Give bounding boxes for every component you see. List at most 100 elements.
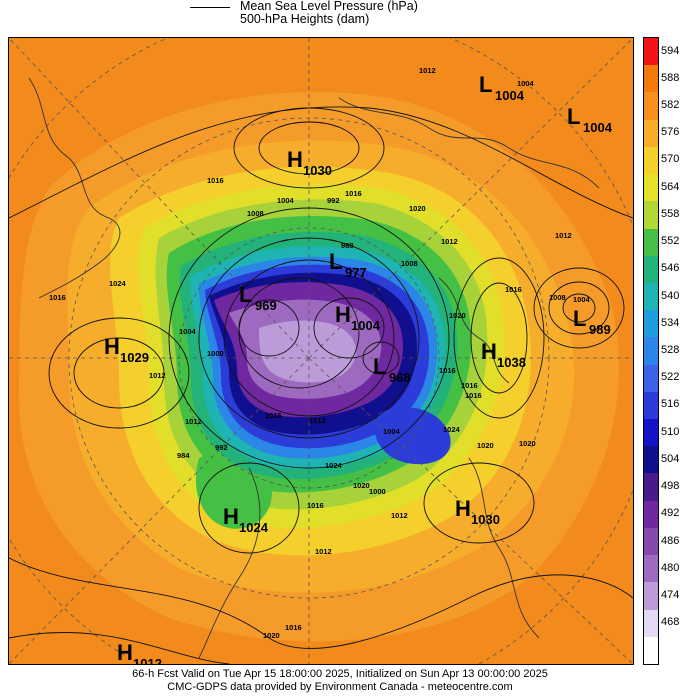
- isobar-label: 1020: [449, 311, 466, 320]
- low-pressure-center: L 977: [329, 249, 367, 280]
- low-pressure-center: L 1004: [479, 72, 525, 103]
- isobar-polar-g: [362, 341, 400, 375]
- high-pressure-center: H 1024: [223, 504, 269, 535]
- isobar-polar-e: [238, 299, 300, 357]
- colorbar-cell: [644, 38, 658, 66]
- colorbar-cell: [644, 527, 658, 556]
- isobar-h1024-a: [198, 462, 300, 554]
- isobar-label: 1012: [185, 417, 202, 426]
- isobar-l989-b: [548, 281, 610, 335]
- isobar-outer-a: [9, 106, 633, 219]
- colorbar-label: 558: [661, 207, 680, 220]
- colorbar-label: 468: [661, 616, 680, 629]
- pressure-center-value: 989: [589, 322, 611, 337]
- colorbar-label: 540: [661, 289, 680, 302]
- forecast-map: 1012 1004 1012 1016 1024 1016 1008 1004 992 1016 1…: [8, 37, 634, 665]
- colorbar-cell: [644, 609, 658, 638]
- colorbar-label: 522: [661, 371, 680, 384]
- colorbar-label: 474: [661, 588, 680, 601]
- isobar-h1038-b: [470, 282, 528, 394]
- low-pressure-center: L 968: [373, 354, 411, 385]
- isobar-label: 1012: [555, 231, 572, 240]
- pressure-center-letter: H: [223, 504, 239, 529]
- footer: 66-h Fcst Valid on Tue Apr 15 18:00:00 2…: [0, 668, 680, 694]
- colorbar-label: 516: [661, 398, 680, 411]
- colorbar-cell: [644, 364, 658, 393]
- isobar-h1038-a: [453, 257, 545, 419]
- pressure-center-letter: L: [239, 282, 252, 307]
- isobar-label: 1004: [573, 295, 591, 304]
- mslp-line-sample: [190, 7, 230, 8]
- colorbar-cell: [644, 337, 658, 366]
- isobar-label: 1024: [109, 279, 127, 288]
- isobar-label: 1016: [49, 293, 66, 302]
- isobar-label: 1016: [307, 501, 324, 510]
- colorbar-cell: [644, 65, 658, 93]
- colorbar-label: 546: [661, 262, 680, 275]
- pressure-center-value: 1038: [497, 355, 526, 370]
- mslp-legend-label: Mean Sea Level Pressure (hPa): [240, 0, 418, 13]
- isobar-polar-f: [313, 297, 385, 359]
- height-colorbar: [643, 37, 659, 665]
- colorbar-cell: [644, 228, 658, 257]
- isobar-label: 1008: [549, 293, 566, 302]
- colorbar-label: 486: [661, 534, 680, 547]
- colorbar-label: 588: [661, 71, 680, 84]
- isobar-polar-c: [223, 259, 395, 417]
- isobar-label: 1016: [505, 285, 522, 294]
- graticule: [9, 38, 633, 664]
- colorbar-cell: [644, 391, 658, 420]
- pressure-center-letter: L: [329, 249, 342, 274]
- isobar-label: 1020: [477, 441, 494, 450]
- colorbar-label: 510: [661, 425, 680, 438]
- pressure-center-value: 1030: [471, 512, 500, 527]
- isobar-label: 1016: [439, 366, 456, 375]
- forecast-validity: 66-h Fcst Valid on Tue Apr 15 18:00:00 2…: [132, 668, 548, 680]
- colorbar-cell: [644, 582, 658, 611]
- colorbar-cell: [644, 310, 658, 338]
- coastline-n-america: [468, 457, 540, 639]
- pressure-center-value: 1024: [239, 520, 269, 535]
- pressure-center-value: 1012: [133, 656, 162, 664]
- isobar-label: 1024: [325, 461, 343, 470]
- high-pressure-center: H 1004: [335, 302, 381, 333]
- isobar-label: 1000: [207, 349, 224, 358]
- isobar-label: 1016: [465, 391, 482, 400]
- colorbar-label: 552: [661, 235, 680, 248]
- pressure-center-letter: H: [117, 640, 133, 664]
- colorbar-label: 504: [661, 452, 680, 465]
- coastlines: [28, 77, 600, 659]
- colorbar-label: 564: [661, 180, 680, 193]
- isobar-polar-a: [168, 207, 450, 469]
- isobar-label: 992: [327, 196, 340, 205]
- pressure-center-letter: L: [373, 354, 386, 379]
- height-trough-ne: [374, 407, 451, 465]
- colorbar-cell: [644, 282, 658, 311]
- isobar-label: 992: [215, 443, 228, 452]
- pressure-center-letter: H: [104, 334, 120, 359]
- colorbar-label: 576: [661, 126, 680, 139]
- coastline-greenland: [198, 467, 261, 659]
- colorbar-label: 528: [661, 344, 680, 356]
- pressure-center-letter: H: [287, 147, 303, 172]
- pressure-center-value: 1004: [495, 88, 525, 103]
- meridian-2: [308, 38, 633, 359]
- pressure-center-value: 977: [345, 265, 367, 280]
- isobar-outer-c: [9, 632, 230, 664]
- isobar-l989-a: [533, 267, 625, 349]
- isobar-polar-b: [198, 237, 420, 439]
- isobar-label: 1012: [419, 66, 436, 75]
- isobars: [9, 106, 633, 664]
- data-credit: CMC-GDPS data provided by Environment Ca…: [167, 681, 513, 693]
- pressure-center-letter: H: [481, 339, 497, 364]
- pressure-center-value: 1029: [120, 350, 149, 365]
- colorbar-label: 534: [661, 316, 680, 329]
- isobar-label: 1016: [265, 411, 282, 420]
- pressure-center-letter: L: [479, 72, 492, 97]
- isobar-h1029-a: [48, 317, 190, 429]
- coastline-alaska: [438, 277, 510, 384]
- isobar-label: 1016: [345, 189, 362, 198]
- colorbar-cell: [644, 555, 658, 583]
- isobar-label: 1012: [309, 416, 326, 425]
